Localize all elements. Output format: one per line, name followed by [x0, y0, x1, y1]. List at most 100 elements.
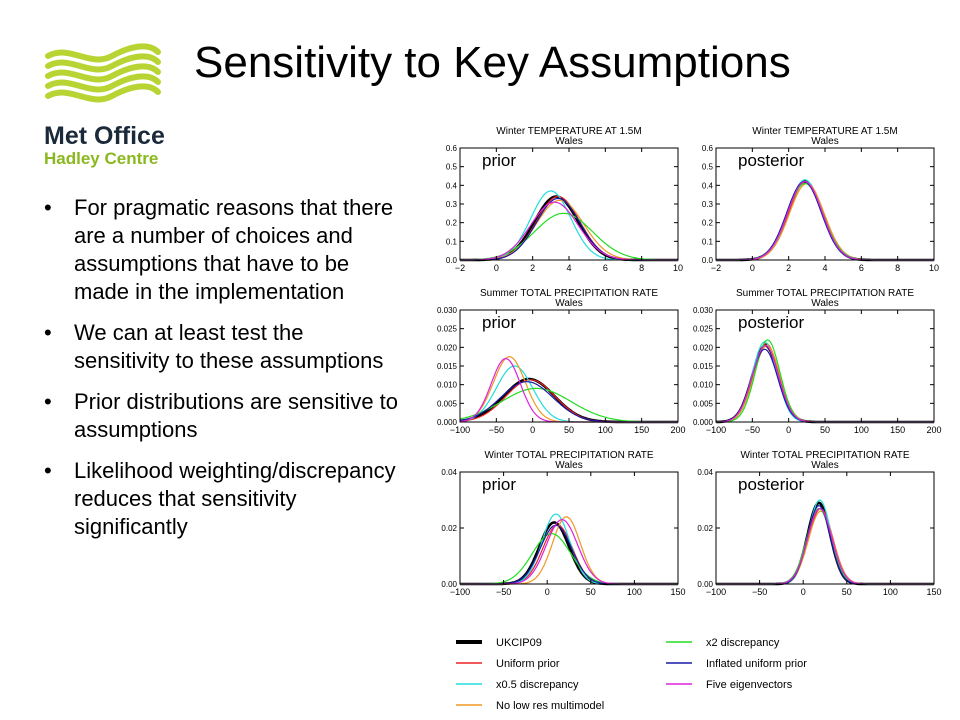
legend-item: x2 discrepancy: [666, 637, 780, 649]
chart-title: Winter TEMPERATURE AT 1.5M: [496, 126, 641, 137]
x-tick-label: 10: [673, 263, 683, 273]
chart-title: Summer TOTAL PRECIPITATION RATE: [736, 288, 914, 299]
chart-subtitle: Wales: [555, 460, 582, 471]
x-tick-label: 6: [603, 263, 608, 273]
y-tick-label: 0.1: [702, 237, 714, 246]
panel-label: posterior: [738, 475, 804, 494]
x-tick-label: −50: [496, 587, 511, 597]
series-line: [459, 357, 678, 423]
panel-label: prior: [482, 313, 516, 332]
panel-label: posterior: [738, 151, 804, 170]
series-line: [459, 365, 678, 423]
y-tick-label: 0.2: [702, 219, 714, 228]
logo-hadley-centre-text: Hadley Centre: [44, 149, 158, 168]
series-line: [460, 521, 678, 586]
series-line: [460, 201, 678, 261]
y-tick-label: 0.3: [702, 200, 714, 209]
x-tick-label: 150: [670, 587, 685, 597]
y-tick-label: 0.2: [446, 219, 458, 228]
chart-title: Summer TOTAL PRECIPITATION RATE: [480, 288, 658, 299]
series-line: [716, 342, 934, 423]
bullet-item: Prior distributions are sensitive to ass…: [44, 388, 404, 444]
y-tick-label: 0.3: [446, 200, 458, 209]
x-tick-label: 8: [895, 263, 900, 273]
x-tick-label: 0: [545, 587, 550, 597]
y-tick-label: 0.6: [702, 144, 714, 153]
series-line: [716, 348, 934, 423]
y-tick-label: 0.02: [697, 524, 713, 533]
series-line: [716, 504, 934, 585]
y-tick-label: 0.015: [693, 362, 714, 371]
legend-item: UKCIP09: [456, 637, 542, 649]
y-tick-label: 0.010: [693, 381, 714, 390]
legend-item: No low res multimodel: [456, 700, 604, 712]
y-tick-label: 0.5: [446, 163, 458, 172]
x-tick-label: 150: [890, 425, 905, 435]
legend-item: Five eigenvectors: [666, 679, 793, 691]
y-tick-label: 0.005: [437, 399, 458, 408]
legend-item: x0.5 discrepancy: [456, 679, 579, 691]
legend-label: No low res multimodel: [496, 700, 604, 712]
logo-met-office-text: Met Office: [44, 122, 165, 150]
series-line: [716, 510, 934, 585]
bullet-item: Likelihood weighting/discrepancy reduces…: [44, 457, 404, 541]
y-tick-label: 0.0: [446, 256, 458, 265]
x-tick-label: −50: [745, 425, 760, 435]
logo-wave-stroke: [45, 63, 161, 83]
logo-wave-stroke: [45, 83, 161, 103]
series-line: [716, 180, 934, 261]
series-line: [460, 524, 678, 585]
x-tick-label: 150: [926, 587, 941, 597]
y-tick-label: 0.000: [693, 418, 714, 427]
series-line: [460, 212, 678, 261]
x-tick-label: 6: [859, 263, 864, 273]
y-tick-label: 0.005: [693, 399, 714, 408]
x-tick-label: −100: [450, 587, 470, 597]
x-tick-label: 100: [627, 587, 642, 597]
x-tick-label: 0: [801, 587, 806, 597]
x-tick-label: −100: [706, 587, 726, 597]
series-line: [716, 344, 934, 424]
x-tick-label: 0: [494, 263, 499, 273]
y-tick-label: 0.000: [437, 418, 458, 427]
bullet-item: For pragmatic reasons that there are a n…: [44, 194, 404, 306]
x-tick-label: 150: [634, 425, 649, 435]
x-tick-label: 50: [820, 425, 830, 435]
x-tick-label: 0: [750, 263, 755, 273]
x-tick-label: 4: [822, 263, 827, 273]
x-tick-label: 200: [670, 425, 685, 435]
chart-subtitle: Wales: [811, 136, 838, 147]
chart-legend: UKCIP09 x2 discrepancy Uniform prior Inflat…: [456, 637, 807, 712]
series-line: [716, 507, 934, 585]
y-tick-label: 0.04: [441, 468, 457, 477]
bullet-item: We can at least test the sensitivity to …: [44, 319, 404, 375]
y-tick-label: 0.010: [437, 381, 458, 390]
x-tick-label: 0: [786, 425, 791, 435]
legend-item: Uniform prior: [456, 658, 560, 670]
y-tick-label: 0.1: [446, 237, 458, 246]
x-tick-label: 50: [842, 587, 852, 597]
legend-label: x0.5 discrepancy: [496, 679, 579, 691]
x-tick-label: −100: [706, 425, 726, 435]
series-line: [716, 507, 934, 585]
series-line: [460, 524, 678, 585]
met-office-logo: Met Office Hadley Centre: [40, 38, 170, 188]
y-tick-label: 0.00: [441, 580, 457, 589]
chart-title: Winter TOTAL PRECIPITATION RATE: [484, 450, 653, 461]
legend-label: Uniform prior: [496, 658, 560, 670]
y-tick-label: 0.02: [441, 524, 457, 533]
y-tick-label: 0.4: [446, 181, 458, 190]
series-line: [715, 341, 934, 423]
y-tick-label: 0.020: [693, 343, 714, 352]
y-tick-label: 0.00: [697, 580, 713, 589]
x-tick-label: −2: [711, 263, 721, 273]
x-tick-label: −2: [455, 263, 465, 273]
legend-item: Inflated uniform prior: [666, 658, 807, 670]
y-tick-label: 0.030: [693, 306, 714, 315]
